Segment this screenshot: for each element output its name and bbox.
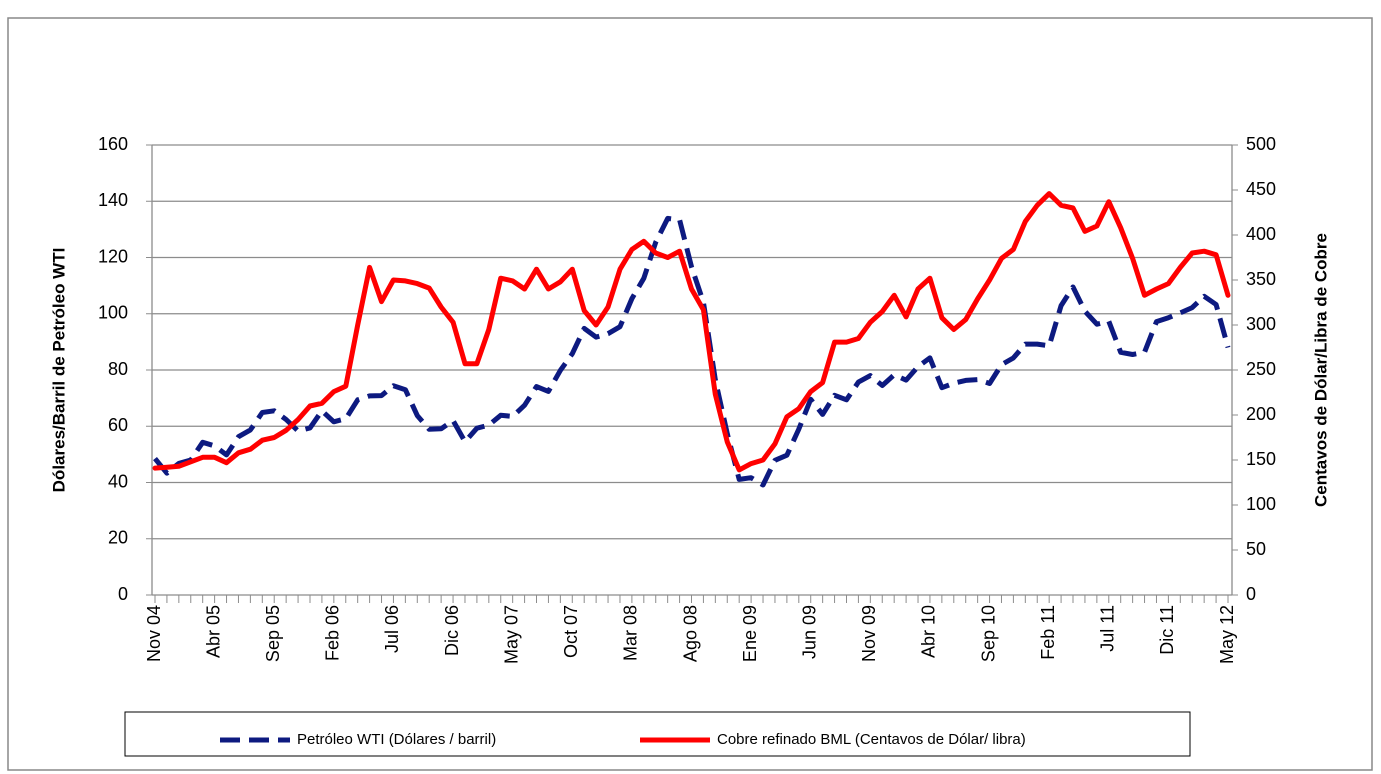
legend-label: Cobre refinado BML (Centavos de Dólar/ l… (717, 731, 1026, 748)
x-tick-label: Mar 08 (621, 605, 641, 661)
y-tick-label: 160 (98, 134, 128, 154)
y-tick-label: 0 (118, 584, 128, 604)
y2-tick-label: 0 (1246, 584, 1256, 604)
x-tick-label: Feb 11 (1038, 605, 1058, 660)
x-tick-label: Dic 06 (442, 605, 462, 656)
x-tick-label: Sep 05 (263, 605, 283, 662)
legend-label: Petróleo WTI (Dólares / barril) (297, 731, 496, 748)
data-line (152, 191, 1231, 473)
y2-tick-label: 150 (1246, 449, 1276, 469)
y2-tick-label: 500 (1246, 134, 1276, 154)
x-tick-label: Abr 05 (203, 605, 223, 658)
y2-tick-label: 450 (1246, 179, 1276, 199)
y2-tick-label: 350 (1246, 269, 1276, 289)
x-tick-label: Feb 06 (323, 605, 343, 661)
y-tick-label: 20 (108, 528, 128, 548)
x-tick-label: Dic 11 (1157, 605, 1177, 655)
y-tick-label: 40 (108, 471, 128, 491)
x-tick-label: Jul 11 (1098, 605, 1118, 652)
x-tick-label: May 07 (501, 605, 521, 664)
chart-frame (7, 17, 1373, 771)
data-line (153, 215, 1231, 488)
x-tick-label: Nov 09 (859, 605, 879, 662)
y2-tick-label: 50 (1246, 539, 1266, 559)
x-tick-label: Ene 09 (740, 605, 760, 662)
y-tick-label: 140 (98, 190, 128, 210)
y-tick-label: 100 (98, 303, 128, 323)
y-tick-label: 80 (108, 359, 128, 379)
y-tick-label: 60 (108, 415, 128, 435)
x-tick-label: Jun 09 (799, 605, 819, 659)
x-tick-label: Oct 07 (561, 605, 581, 658)
y2-axis-title: Centavos de Dólar/Libra de Cobre (1311, 233, 1330, 507)
x-tick-label: Sep 10 (978, 605, 998, 662)
y-axis-title: Dólares/Barril de Petróleo WTI (49, 248, 68, 493)
y2-tick-label: 200 (1246, 404, 1276, 424)
y2-tick-label: 250 (1246, 359, 1276, 379)
y-tick-label: 120 (98, 246, 128, 266)
y2-tick-label: 300 (1246, 314, 1276, 334)
y2-tick-label: 100 (1246, 494, 1276, 514)
x-tick-label: Nov 04 (144, 605, 164, 662)
y2-tick-label: 400 (1246, 224, 1276, 244)
legend-box (124, 711, 1191, 757)
x-tick-label: Jul 06 (382, 605, 402, 653)
x-tick-label: Abr 10 (919, 605, 939, 658)
x-tick-label: May 12 (1217, 605, 1237, 664)
x-tick-label: Ago 08 (680, 605, 700, 662)
